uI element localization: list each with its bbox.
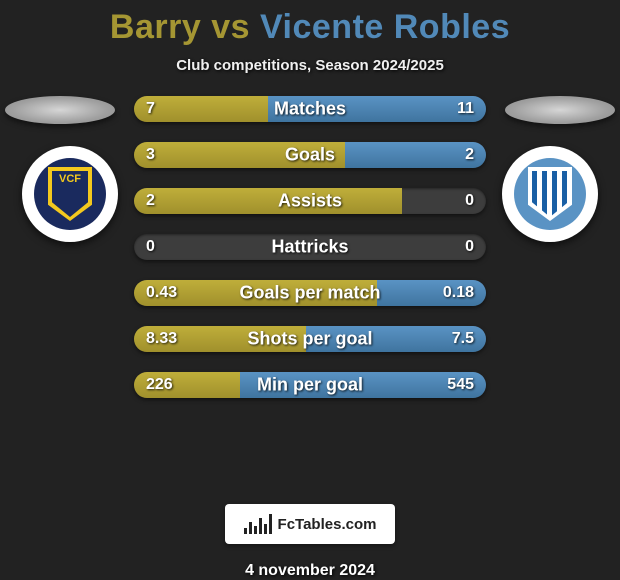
stat-value-left: 3	[146, 146, 155, 164]
shadow-ellipse-right	[505, 96, 615, 124]
stat-value-right: 0	[465, 238, 474, 256]
stat-label: Shots per goal	[247, 329, 372, 350]
footer-logo-text: FcTables.com	[278, 516, 377, 533]
stat-bar: 0.43 0.18 Goals per match	[134, 280, 486, 306]
stat-bar: 226 545 Min per goal	[134, 372, 486, 398]
footer-logo: FcTables.com	[225, 504, 395, 544]
stat-value-right: 7.5	[452, 330, 474, 348]
stat-bar: 8.33 7.5 Shots per goal	[134, 326, 486, 352]
title-vs: vs	[211, 8, 250, 46]
stat-value-right: 11	[457, 100, 474, 118]
title-player2: Vicente Robles	[260, 8, 510, 46]
club-crest-right	[502, 146, 598, 242]
stat-bar: 3 2 Goals	[134, 142, 486, 168]
stat-value-right: 545	[447, 376, 474, 394]
stat-bar: 2 0 Assists	[134, 188, 486, 214]
stat-label: Goals	[285, 145, 335, 166]
comparison-panel: Barry vs Vicente Robles Club competition…	[0, 0, 620, 580]
club-crest-left: VCF	[22, 146, 118, 242]
stat-label: Assists	[278, 191, 342, 212]
stat-label: Hattricks	[271, 237, 348, 258]
page-title: Barry vs Vicente Robles	[110, 8, 510, 47]
stat-label: Goals per match	[239, 283, 380, 304]
stat-value-right: 0.18	[443, 284, 474, 302]
stat-value-left: 226	[146, 376, 173, 394]
stat-value-left: 8.33	[146, 330, 177, 348]
stat-value-left: 0.43	[146, 284, 177, 302]
stat-bar: 7 11 Matches	[134, 96, 486, 122]
stat-value-left: 7	[146, 100, 155, 118]
shadow-ellipse-left	[5, 96, 115, 124]
stat-value-left: 2	[146, 192, 155, 210]
stat-label: Matches	[274, 99, 346, 120]
stat-bar-left-fill	[134, 188, 402, 214]
stat-label: Min per goal	[257, 375, 363, 396]
footer-date: 4 november 2024	[245, 562, 375, 580]
stat-bar: 0 0 Hattricks	[134, 234, 486, 260]
stat-value-left: 0	[146, 238, 155, 256]
subtitle: Club competitions, Season 2024/2025	[176, 57, 444, 74]
stat-value-right: 0	[465, 192, 474, 210]
stat-value-right: 2	[465, 146, 474, 164]
main-area: VCF 7 11 Matches 3 2 Goals 2 0 Assists 0 0 Hattrick…	[0, 96, 620, 496]
crest-left-letters: VCF	[59, 173, 81, 185]
comparison-bars: 7 11 Matches 3 2 Goals 2 0 Assists 0 0 Hattricks 0.4…	[134, 96, 486, 418]
title-player1: Barry	[110, 8, 201, 46]
bars-chart-icon	[244, 514, 272, 534]
